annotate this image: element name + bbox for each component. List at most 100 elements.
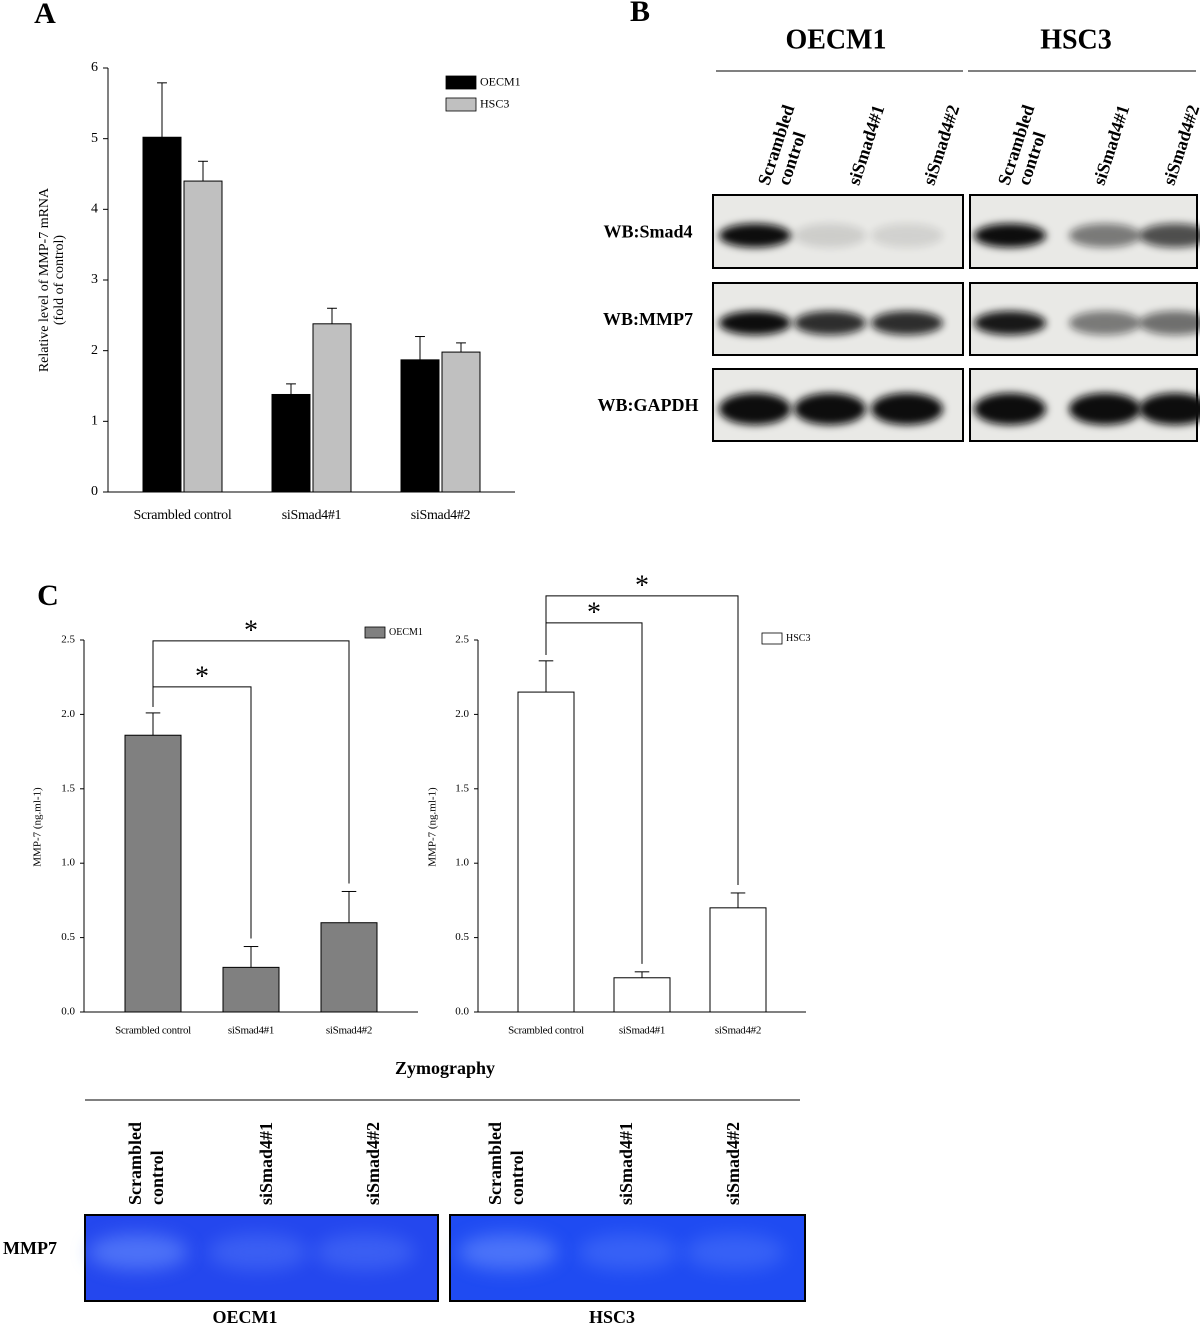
- lane-label: control: [147, 1150, 167, 1205]
- y-tick-label: 5: [91, 131, 98, 146]
- significance-marker: *: [244, 615, 258, 646]
- blot-band: [719, 393, 791, 425]
- row-label: WB:Smad4: [603, 222, 692, 242]
- bar: [517, 691, 575, 1013]
- x-tick-label: Scrambled control: [115, 1025, 191, 1037]
- y-tick-label: 2.0: [455, 708, 469, 720]
- blot-band: [1139, 311, 1200, 335]
- panel-label: A: [34, 0, 56, 30]
- error-bar: [341, 890, 357, 923]
- bar: [400, 359, 440, 493]
- y-tick-label: 0: [91, 484, 98, 499]
- gel-band: [88, 1234, 188, 1270]
- blot-band: [974, 311, 1046, 335]
- error-bar: [327, 307, 337, 324]
- lane-label: siSmad4#2: [1159, 102, 1200, 187]
- blot-band: [974, 393, 1046, 425]
- group-label: HSC3: [589, 1307, 635, 1327]
- blot-band: [974, 223, 1046, 248]
- x-tick-label: siSmad4#2: [411, 508, 471, 523]
- error-bar: [243, 946, 259, 968]
- panel-label: C: [37, 579, 59, 612]
- bar: [613, 977, 671, 1013]
- blot-band: [794, 393, 866, 425]
- y-axis-label: MMP-7 (ng.ml-1): [32, 787, 44, 867]
- y-tick-label: 0.5: [455, 931, 469, 943]
- y-tick-label: 1.0: [455, 857, 469, 869]
- y-axis-label: Relative level of MMP-7 mRNA: [37, 187, 52, 372]
- x-tick-label: siSmad4#2: [715, 1025, 761, 1037]
- gel-band: [685, 1234, 785, 1270]
- x-tick-label: Scrambled control: [134, 508, 232, 523]
- group-label: HSC3: [1040, 24, 1112, 55]
- x-tick-label: siSmad4#1: [282, 508, 342, 523]
- blot-band: [871, 311, 943, 335]
- y-tick-label: 0.5: [61, 931, 75, 943]
- significance-marker: *: [195, 661, 209, 692]
- row-label: WB:GAPDH: [598, 395, 699, 415]
- blot-band: [1069, 311, 1141, 335]
- group-label: OECM1: [785, 24, 886, 55]
- error-bar: [198, 160, 208, 182]
- lane-label: siSmad4#1: [256, 1122, 276, 1205]
- bar: [312, 323, 352, 493]
- panel-label: B: [630, 0, 650, 28]
- blot-band: [1139, 223, 1200, 248]
- error-bar: [157, 82, 167, 138]
- gel-band: [208, 1234, 308, 1270]
- bar: [271, 393, 311, 493]
- lane-label: Scrambled: [485, 1122, 505, 1205]
- lane-label: siSmad4#2: [723, 1122, 743, 1205]
- y-tick-label: 6: [91, 60, 98, 75]
- y-tick-label: 3: [91, 272, 98, 287]
- lane-label: siSmad4#1: [1089, 102, 1134, 187]
- bar: [222, 966, 280, 1013]
- y-tick-label: 2.0: [61, 708, 75, 720]
- legend-swatch: [445, 75, 477, 90]
- bar: [124, 734, 182, 1013]
- y-axis-label: MMP-7 (ng.ml-1): [427, 787, 439, 867]
- y-tick-label: 1.0: [61, 857, 75, 869]
- y-axis-label: (fold of control): [52, 235, 67, 326]
- y-tick-label: 1.5: [61, 782, 75, 794]
- significance-bracket: [545, 595, 739, 885]
- legend-label: HSC3: [786, 633, 810, 644]
- legend-swatch: [445, 97, 477, 112]
- bar: [183, 180, 223, 493]
- blot-band: [1069, 223, 1141, 248]
- lane-label: siSmad4#1: [616, 1122, 636, 1205]
- error-bar: [415, 336, 425, 360]
- blot-band: [871, 393, 943, 425]
- y-tick-label: 2.5: [61, 634, 75, 646]
- lane-label: Scrambled: [125, 1122, 145, 1205]
- legend-label: HSC3: [480, 96, 509, 110]
- y-tick-label: 2.5: [455, 634, 469, 646]
- blot-band: [871, 223, 943, 248]
- blot-band: [1069, 393, 1141, 425]
- bar: [320, 922, 378, 1013]
- blot-band: [794, 223, 866, 248]
- lane-label: siSmad4#1: [844, 102, 889, 187]
- bar: [709, 907, 767, 1013]
- row-label: MMP7: [3, 1238, 57, 1258]
- row-label: WB:MMP7: [603, 309, 693, 329]
- group-label: OECM1: [213, 1307, 278, 1327]
- y-tick-label: 0.0: [455, 1006, 469, 1018]
- error-bar: [730, 892, 746, 908]
- error-bar: [456, 342, 466, 353]
- blot-band: [1139, 393, 1200, 425]
- lane-label: siSmad4#2: [919, 102, 964, 187]
- error-bar: [634, 971, 650, 978]
- zymography-title: Zymography: [395, 1058, 495, 1078]
- y-tick-label: 1: [91, 414, 98, 429]
- bar: [142, 136, 182, 493]
- bar: [441, 351, 481, 493]
- gel-band: [315, 1234, 415, 1270]
- legend-swatch: [761, 632, 783, 645]
- blot-band: [719, 223, 791, 248]
- y-tick-label: 1.5: [455, 782, 469, 794]
- lane-label: control: [507, 1150, 527, 1205]
- x-tick-label: Scrambled control: [508, 1025, 584, 1037]
- significance-marker: *: [635, 570, 649, 601]
- y-tick-label: 0.0: [61, 1006, 75, 1018]
